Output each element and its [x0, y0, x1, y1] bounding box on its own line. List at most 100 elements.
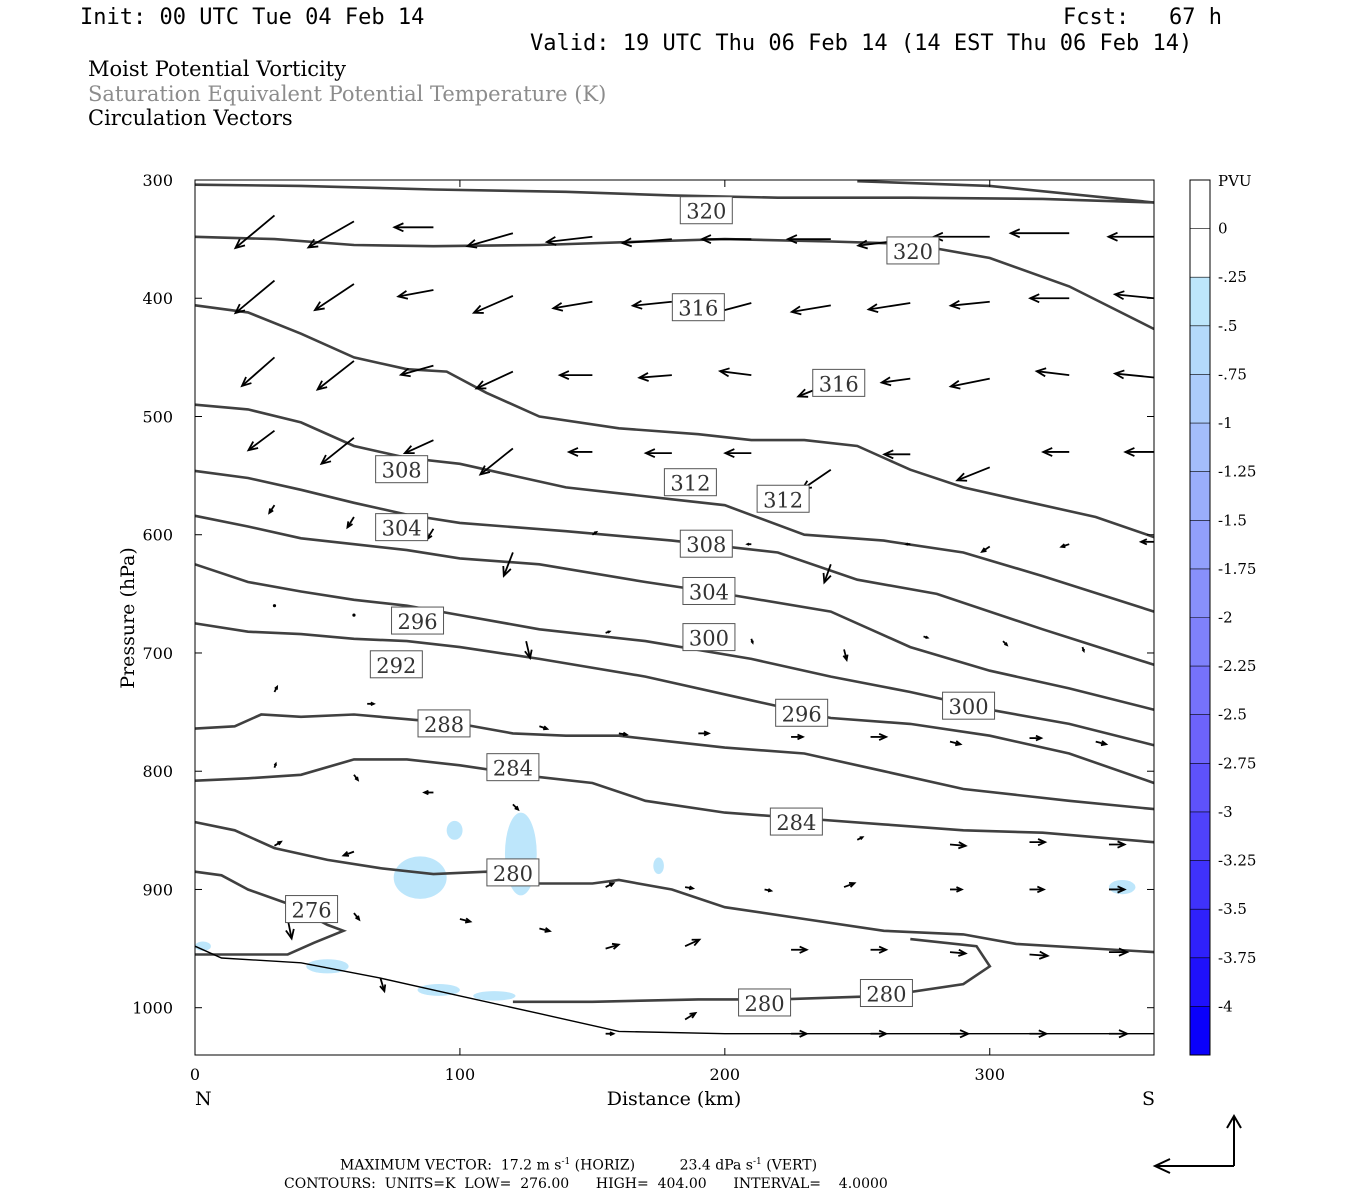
- contour-label-text: 284: [776, 811, 816, 835]
- vector-arrow: [306, 220, 355, 249]
- colorbar-swatch: [1190, 374, 1210, 424]
- vector-head: [689, 1011, 698, 1019]
- vector-arrow: [717, 367, 752, 378]
- contour-label-box: [769, 807, 823, 836]
- vector-head: [1041, 447, 1053, 457]
- contour-label-box: [486, 753, 540, 782]
- colorbar-label: -1: [1218, 414, 1233, 432]
- x-left-label: N: [195, 1088, 212, 1110]
- colorbar-swatch: [1190, 180, 1210, 230]
- contour-label: 312: [756, 484, 810, 513]
- vector-arrow: [630, 299, 672, 310]
- colorbar-label: -1.5: [1218, 511, 1247, 529]
- vector-shaft: [400, 364, 434, 376]
- contour-label: 280: [859, 979, 913, 1008]
- vector-head: [609, 1031, 616, 1037]
- reference-vector: [1152, 1114, 1242, 1174]
- vector-arrow: [791, 1029, 809, 1038]
- pv-blob: [473, 991, 516, 1001]
- vector-arrow: [822, 563, 832, 585]
- contour-label-box: [679, 529, 733, 558]
- vector-head: [306, 238, 319, 249]
- colorbar-swatch: [1190, 860, 1210, 910]
- y-tick-label: 300: [142, 171, 173, 190]
- circulation-vectors: [233, 214, 1155, 1039]
- vector-arrow: [949, 948, 968, 957]
- vector-head: [514, 805, 520, 812]
- colorbar-unit: PVU: [1218, 172, 1252, 190]
- x-tick-label: 100: [445, 1065, 476, 1084]
- vector-head: [822, 572, 832, 585]
- contour-316: [194, 304, 1155, 539]
- vector-head: [268, 508, 274, 515]
- vector-arrow: [1138, 538, 1154, 546]
- contour-label-box: [812, 368, 866, 397]
- vector-head: [959, 1029, 971, 1039]
- vector-head: [785, 234, 798, 244]
- vector-arrow: [551, 300, 593, 312]
- vector-arrow: [502, 552, 514, 578]
- vector-head: [379, 984, 387, 994]
- colorbar-swatch: [1190, 568, 1210, 618]
- vector-head: [879, 376, 892, 387]
- vector-head: [246, 441, 259, 452]
- contour-308: [194, 469, 1155, 667]
- vector-arrow: [637, 372, 672, 382]
- vector-head: [688, 885, 696, 891]
- vector-arrow: [955, 466, 991, 482]
- pv-blob: [393, 856, 447, 899]
- contour-label: 280: [486, 858, 540, 887]
- colorbar-swatch: [1190, 423, 1210, 473]
- vector-head: [277, 840, 283, 846]
- contour-label-box: [285, 895, 339, 924]
- contour-label: 300: [682, 623, 736, 652]
- vector-arrow: [949, 740, 963, 747]
- colorbar-label: -3.25: [1218, 852, 1256, 870]
- vector-arrow: [474, 370, 514, 390]
- vector-head: [1117, 840, 1127, 849]
- colorbar-label: -3.75: [1218, 949, 1256, 967]
- vector-arrow: [233, 214, 276, 250]
- vector-arrow: [870, 945, 889, 954]
- contour-312: [194, 403, 1155, 613]
- vector-arrow: [1081, 646, 1085, 654]
- vector-shaft: [546, 235, 593, 243]
- contour-label: 296: [391, 606, 445, 635]
- y-tick-label: 500: [142, 407, 173, 426]
- vector-arrow: [882, 449, 911, 460]
- vector-arrow: [605, 942, 621, 950]
- vector-shaft: [473, 295, 514, 314]
- forecast-hour: Fcst: 67 h: [1063, 5, 1222, 30]
- vector-arrow: [313, 283, 355, 312]
- contour-label-box: [663, 468, 717, 497]
- vector-head: [948, 299, 961, 310]
- vector-head: [878, 1029, 889, 1038]
- vector-arrow: [980, 545, 991, 553]
- max-vector-line: MAXIMUM VECTOR: 17.2 m s-1 (HORIZ) 23.4 …: [340, 1157, 817, 1174]
- colorbar-swatch: [1190, 811, 1210, 862]
- vector-arrow: [1112, 369, 1155, 380]
- vector-shaft: [881, 377, 911, 384]
- vector-head: [848, 881, 857, 888]
- vector-shaft: [950, 300, 990, 307]
- vector-arrow: [274, 840, 283, 847]
- vector-head: [878, 732, 889, 741]
- vector-head: [544, 927, 552, 933]
- contour-label: 288: [417, 709, 471, 738]
- vector-head: [471, 304, 484, 314]
- vector-head: [273, 761, 277, 766]
- vector-arrow: [459, 917, 473, 924]
- vector-arrow: [319, 437, 355, 466]
- vector-arrow: [402, 439, 434, 455]
- vector-head: [958, 841, 968, 850]
- vector-arrow: [750, 638, 754, 645]
- vector-arrow: [465, 232, 514, 249]
- vector-arrow: [789, 304, 831, 316]
- vector-head: [797, 733, 805, 741]
- vector-head: [904, 542, 909, 546]
- vector-arrow: [367, 701, 376, 706]
- contour-label: 292: [369, 650, 423, 679]
- contour-label-box: [682, 623, 736, 652]
- vector-head: [1038, 950, 1050, 960]
- contour-info: CONTOURS: UNITS=K LOW= 276.00 HIGH= 404.…: [284, 1176, 888, 1192]
